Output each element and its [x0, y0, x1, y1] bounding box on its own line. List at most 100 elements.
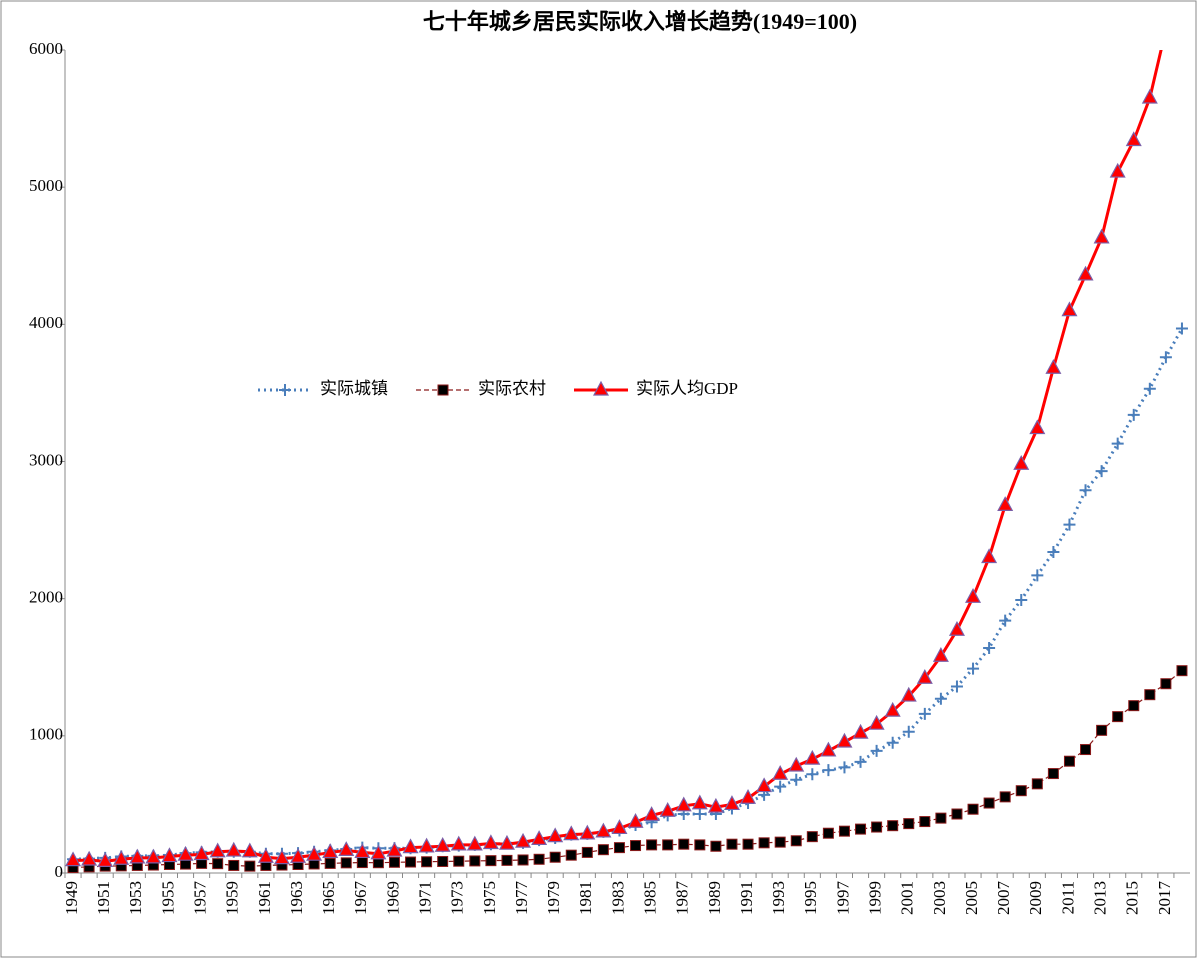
x-tick-label: 2015 [1123, 881, 1142, 915]
data-point [533, 853, 545, 865]
data-point [887, 820, 899, 832]
x-tick-label: 1981 [576, 881, 595, 915]
x-tick-label: 1969 [383, 881, 402, 915]
data-point [646, 839, 658, 851]
x-tick-label: 2011 [1058, 881, 1077, 914]
data-point [405, 856, 417, 868]
data-point [306, 845, 323, 861]
data-point [919, 816, 931, 828]
data-point [951, 808, 963, 820]
data-point [81, 850, 98, 866]
data-point [531, 830, 548, 845]
data-point [806, 831, 818, 843]
x-tick-label: 2003 [930, 881, 949, 915]
data-point [595, 822, 612, 838]
x-tick-label: 1985 [641, 881, 660, 915]
data-point [948, 620, 965, 636]
chart-title: 七十年城乡居民实际收入增长趋势(1949=100) [423, 9, 857, 34]
data-point [822, 764, 835, 777]
data-point [437, 855, 449, 867]
data-point [932, 647, 949, 662]
data-point [788, 756, 805, 772]
data-point [707, 797, 724, 813]
data-point [871, 821, 883, 833]
x-tick-label: 2009 [1026, 881, 1045, 915]
series-line [72, 50, 1163, 863]
data-point [1111, 437, 1124, 450]
data-point [742, 838, 754, 850]
data-point [257, 847, 274, 863]
data-point [1061, 301, 1078, 317]
data-point [498, 834, 515, 850]
data-point [1013, 454, 1030, 470]
data-point [1125, 131, 1142, 147]
data-point [354, 843, 371, 859]
legend-marker [437, 384, 449, 396]
data-point [517, 854, 529, 866]
data-point [1144, 689, 1156, 701]
data-point [193, 845, 210, 861]
data-point [662, 839, 674, 851]
data-point [772, 764, 789, 780]
data-point [694, 839, 706, 851]
x-tick-label: 2001 [898, 881, 917, 915]
data-point [1079, 484, 1092, 497]
data-point [547, 827, 564, 843]
x-tick-label: 1989 [705, 881, 724, 915]
data-point [370, 844, 387, 860]
data-point [965, 588, 982, 603]
data-point [565, 849, 577, 861]
data-point [97, 852, 114, 867]
data-point [790, 773, 803, 786]
data-point [693, 808, 706, 821]
y-tick-label: 1000 [29, 725, 63, 744]
data-point [675, 796, 692, 812]
data-point [999, 614, 1012, 627]
data-point [129, 848, 146, 864]
data-point [177, 845, 194, 861]
data-point [421, 856, 433, 868]
data-point [469, 855, 481, 867]
data-point [935, 812, 947, 824]
data-point [597, 844, 609, 856]
data-point [691, 794, 708, 810]
x-tick-label: 1987 [673, 881, 692, 916]
data-point [501, 854, 513, 866]
data-point [402, 838, 419, 854]
data-point [1031, 569, 1044, 582]
x-tick-label: 1967 [351, 881, 370, 916]
data-point [113, 850, 130, 865]
data-point [466, 835, 483, 851]
data-point [579, 824, 596, 840]
data-point [900, 686, 917, 702]
data-point [903, 818, 915, 830]
x-tick-label: 2013 [1091, 881, 1110, 915]
data-point [838, 761, 851, 774]
data-point [273, 849, 290, 865]
data-point [884, 701, 901, 717]
data-point [838, 825, 850, 837]
data-point [515, 832, 532, 848]
data-point [643, 806, 660, 821]
y-tick-label: 2000 [29, 588, 63, 607]
x-tick-label: 1983 [608, 881, 627, 915]
x-tick-label: 1971 [416, 881, 435, 915]
data-point [1029, 419, 1046, 435]
data-point [549, 851, 561, 863]
x-tick-label: 1953 [126, 881, 145, 915]
y-tick-label: 3000 [29, 450, 63, 469]
x-tick-label: 1979 [544, 881, 563, 915]
data-point [710, 840, 722, 852]
data-point [1093, 228, 1110, 244]
data-point [1031, 778, 1043, 790]
x-tick-label: 1963 [287, 881, 306, 915]
data-point [758, 837, 770, 849]
x-tick-label: 1961 [255, 881, 274, 915]
data-point [485, 855, 497, 867]
data-point [450, 835, 467, 851]
data-point [822, 827, 834, 839]
legend-marker [279, 384, 291, 396]
data-point [983, 642, 996, 655]
data-point [774, 836, 786, 848]
series-line [73, 670, 1183, 869]
